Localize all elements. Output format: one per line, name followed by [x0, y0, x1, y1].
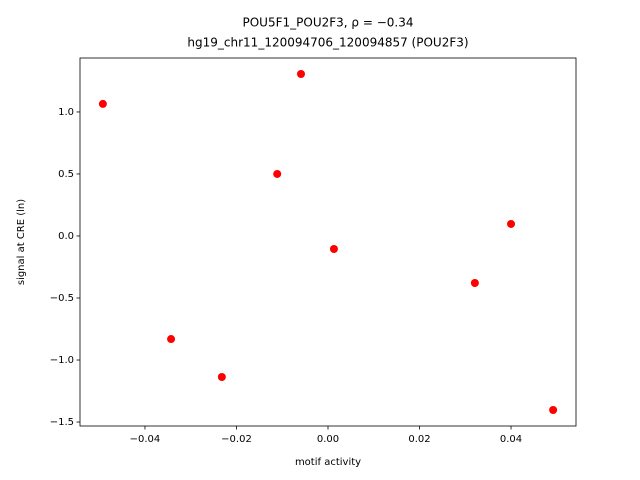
point [273, 169, 282, 178]
point [167, 335, 176, 344]
x-tick-label: −0.04 [130, 434, 161, 445]
point [507, 219, 516, 228]
x-tick-label: 0.00 [317, 434, 339, 445]
x-tick-label: 0.02 [408, 434, 430, 445]
point [549, 406, 558, 414]
point [297, 70, 306, 78]
y-tick-label: 1.0 [58, 107, 74, 118]
y-axis-label: signal at CRE (ln) [16, 199, 27, 285]
point [217, 373, 226, 382]
y-tick-label: −1.5 [50, 417, 74, 428]
x-tick-label: 0.04 [500, 434, 522, 445]
y-tick-label: −0.5 [50, 293, 74, 304]
y-tick-label: 0.5 [58, 169, 74, 180]
y-tick-label: 0.0 [58, 231, 74, 242]
point [98, 99, 107, 108]
chart-subtitle: hg19_chr11_120094706_120094857 (POU2F3) [187, 36, 468, 50]
point [470, 278, 479, 287]
x-tick-label: −0.02 [221, 434, 252, 445]
point [329, 245, 338, 254]
x-axis-label: motif activity [295, 457, 361, 468]
plot-frame [79, 57, 577, 427]
y-tick-label: −1.0 [50, 355, 74, 366]
chart-title: POU5F1_POU2F3, ρ = −0.34 [243, 16, 414, 30]
